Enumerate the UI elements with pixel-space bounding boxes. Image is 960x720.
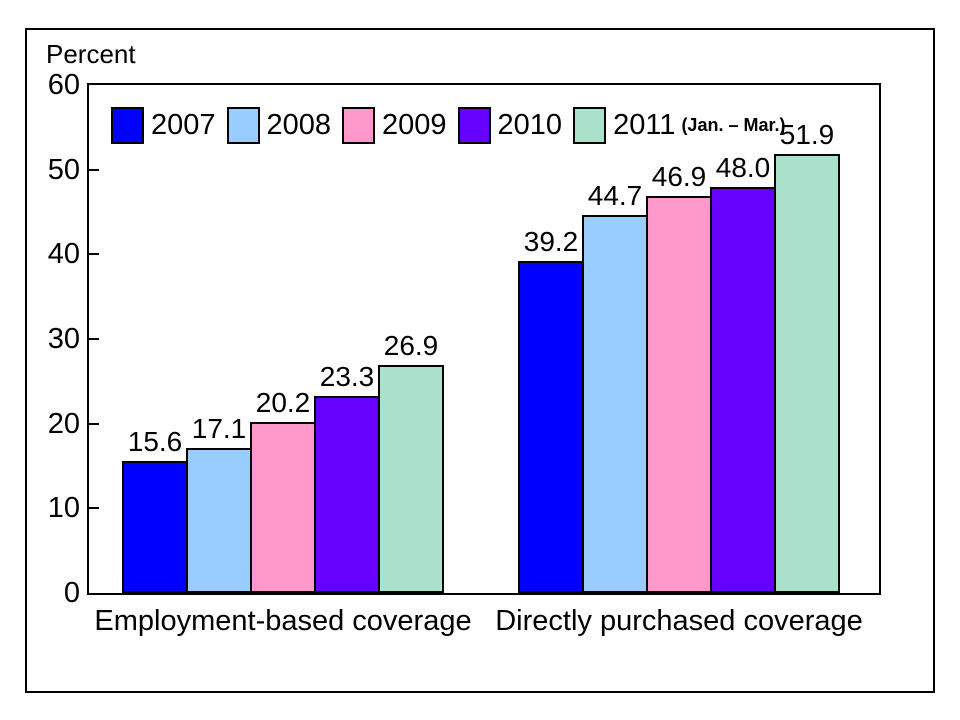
legend-swatch: [457, 107, 491, 144]
y-tick-label: 60: [47, 69, 80, 101]
bar-value-label: 51.9: [779, 119, 835, 150]
bar-2008: [582, 215, 648, 593]
y-tick-label: 30: [47, 323, 80, 355]
bar-2011: [774, 154, 840, 593]
bar-value-label: 23.3: [319, 361, 375, 392]
legend-swatch: [226, 107, 260, 144]
legend-swatch: [342, 107, 376, 144]
legend-label: 2011: [613, 109, 676, 141]
y-tick-label: 10: [47, 492, 80, 525]
bar-value-label: 26.9: [383, 330, 439, 361]
chart-outer-frame: [25, 28, 935, 693]
bar-2010: [710, 187, 776, 593]
bar-value-label: 48.0: [715, 152, 771, 183]
legend-swatch: [573, 107, 607, 144]
bar-value-label: 46.9: [651, 161, 707, 192]
y-tick-label: 40: [47, 238, 80, 271]
category-label: Employment-based coverage: [94, 605, 472, 637]
legend-label: 2008: [266, 109, 332, 141]
y-tick-mark: [89, 253, 99, 256]
bar-value-label: 15.6: [127, 426, 183, 457]
bar-2010: [314, 396, 380, 593]
y-tick-mark: [89, 338, 99, 340]
legend-swatch: [111, 107, 144, 144]
y-tick-label: 0: [63, 577, 80, 609]
legend-label: 2010: [497, 109, 563, 141]
category-label: Directly purchased coverage: [495, 605, 863, 637]
bar-2011: [378, 365, 444, 593]
legend-label: 2009: [382, 109, 447, 141]
bar-2009: [250, 422, 316, 593]
bar-2009: [646, 196, 712, 593]
bar-2007: [518, 261, 584, 593]
y-tick-mark: [89, 507, 99, 510]
plot-area: 2007 2008 2009 2010 2011 (Jan. – Mar.) 15.6 17…: [87, 83, 881, 595]
y-tick-label: 50: [47, 153, 80, 186]
legend-suffix: (Jan. – Mar.): [681, 115, 786, 135]
bar-value-label: 17.1: [191, 413, 247, 444]
legend-item: 2010: [457, 107, 563, 144]
bar-value-label: 20.2: [255, 387, 311, 418]
legend-item: 2009: [342, 107, 447, 144]
bar-2008: [186, 448, 252, 593]
y-tick-label: 20: [47, 407, 80, 440]
bar-value-label: 44.7: [587, 180, 643, 211]
y-tick-mark: [89, 168, 99, 171]
bar-value-label: 39.2: [523, 226, 579, 257]
legend-item: 2007: [111, 107, 216, 144]
y-tick-mark: [89, 422, 99, 425]
bar-2007: [122, 461, 188, 593]
legend-label: 2007: [151, 109, 216, 141]
legend-item: 2011 (Jan. – Mar.): [573, 107, 785, 144]
legend-item: 2008: [226, 107, 332, 144]
y-axis-title: Percent: [46, 39, 136, 69]
legend: 2007 2008 2009 2010 2011 (Jan. – Mar.): [111, 107, 796, 144]
